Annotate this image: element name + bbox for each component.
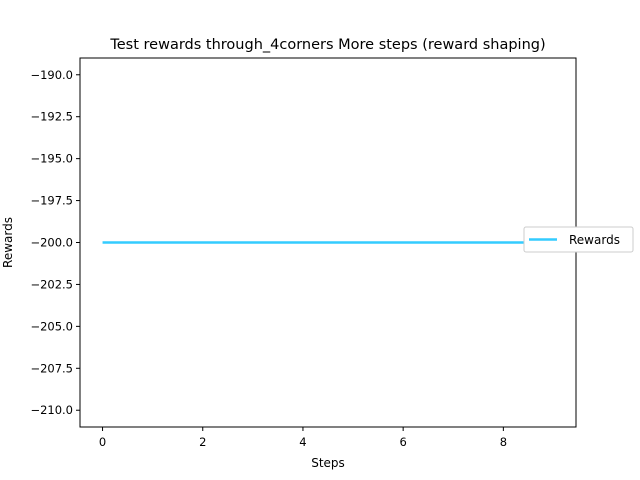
x-tick-label: 8 — [500, 435, 507, 449]
plot-area: −190.0 −192.5 −195.0 −197.5 −200.0 −202.5 −205… — [30, 57, 577, 449]
y-axis-label: Rewards — [1, 217, 15, 268]
y-axis: −190.0 −192.5 −195.0 −197.5 −200.0 −202.5 −205… — [30, 68, 80, 417]
x-axis: 0 2 4 6 8 — [99, 427, 507, 449]
y-tick-label: −192.5 — [30, 110, 73, 124]
legend-label-rewards: Rewards — [569, 233, 620, 247]
chart-title: Test rewards through_4corners More steps… — [109, 37, 545, 53]
x-tick-label: 0 — [99, 435, 106, 449]
y-tick-label: −190.0 — [30, 68, 73, 82]
y-tick-label: −200.0 — [30, 236, 73, 250]
y-tick-label: −197.5 — [30, 194, 73, 208]
x-tick-label: 2 — [199, 435, 206, 449]
y-tick-label: −195.0 — [30, 152, 73, 166]
y-tick-label: −205.0 — [30, 319, 73, 333]
y-tick-label: −210.0 — [30, 403, 73, 417]
legend: Rewards — [523, 226, 634, 253]
legend-box — [523, 226, 634, 253]
y-tick-label: −202.5 — [30, 277, 73, 291]
x-tick-label: 4 — [299, 435, 306, 449]
x-axis-label: Steps — [311, 456, 345, 470]
x-tick-label: 6 — [399, 435, 406, 449]
y-tick-label: −207.5 — [30, 361, 73, 375]
